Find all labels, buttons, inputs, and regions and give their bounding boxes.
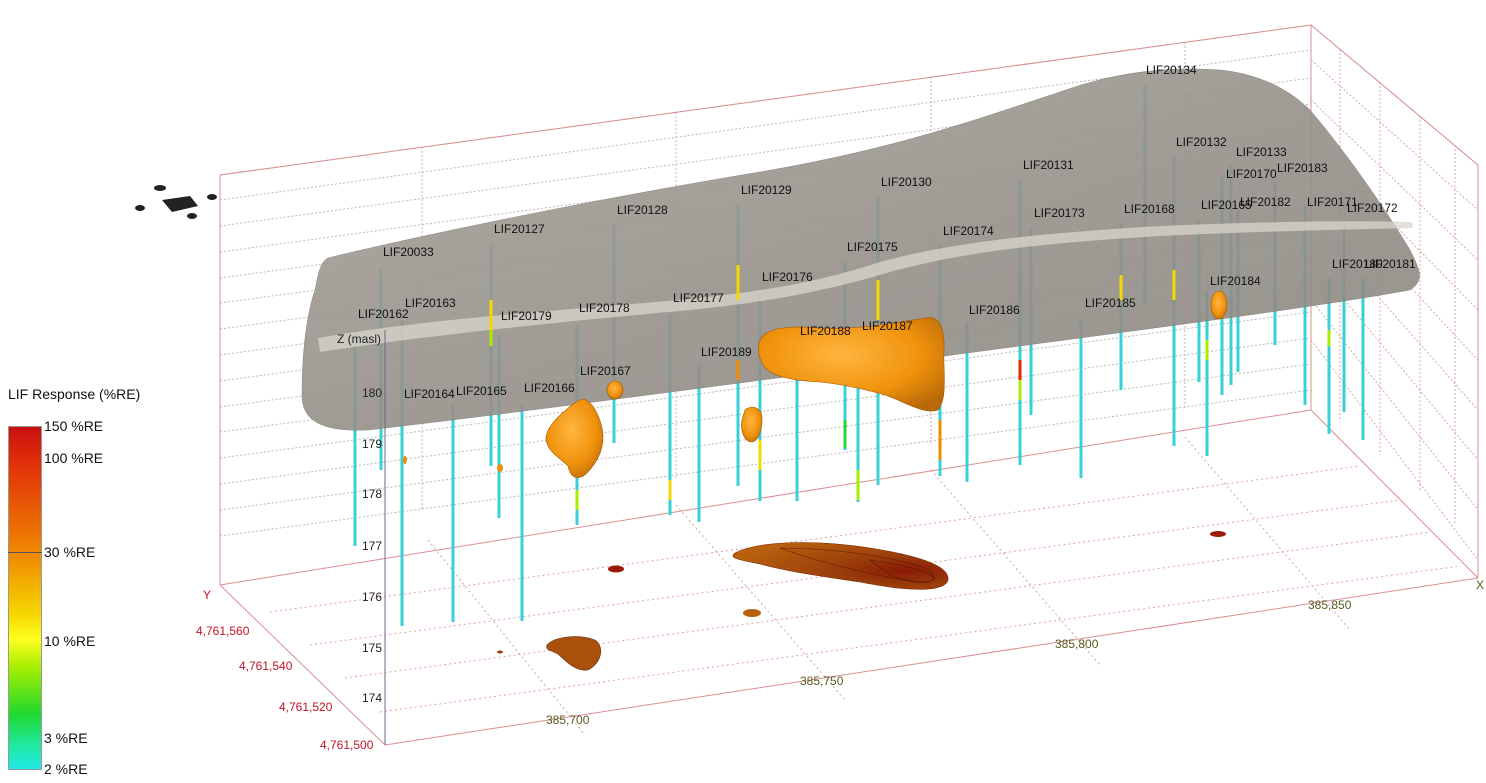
- x-tick-label: 385,850: [1308, 598, 1352, 612]
- y-tick-label: 4,761,540: [239, 659, 293, 673]
- plume-small-2: [607, 381, 623, 399]
- y-tick-label: 4,761,560: [196, 624, 250, 638]
- borehole-label: LIF20128: [617, 203, 668, 217]
- borehole-label: LIF20170: [1226, 167, 1277, 181]
- borehole-label: LIF20188: [800, 324, 851, 338]
- borehole-label: LIF20167: [580, 364, 631, 378]
- legend-tick-line: [8, 552, 42, 553]
- floor-spot-4: [497, 651, 503, 654]
- borehole-label: LIF20174: [943, 224, 994, 238]
- z-tick-label: 179: [362, 437, 382, 451]
- borehole-label: LIF20130: [881, 175, 932, 189]
- borehole-label: LIF20185: [1085, 296, 1136, 310]
- borehole-label: LIF20163: [405, 296, 456, 310]
- borehole-label: LIF20176: [762, 270, 813, 284]
- borehole-label: LIF20173: [1034, 206, 1085, 220]
- z-axis-title: Z (masl): [337, 332, 381, 346]
- y-axis: Y 4,761,560 4,761,540 4,761,520 4,761,50…: [196, 588, 374, 752]
- borehole-label: LIF20134: [1146, 63, 1197, 77]
- z-tick-label: 178: [362, 487, 382, 501]
- floor-spot-2: [743, 609, 761, 617]
- floor-spot-1: [608, 566, 624, 573]
- legend-tick-label: 2 %RE: [44, 761, 88, 777]
- borehole-label: LIF20181: [1365, 257, 1416, 271]
- legend-tick-label: 100 %RE: [44, 450, 103, 466]
- x-axis: X 385,700 385,750 385,800 385,850: [546, 578, 1484, 727]
- orientation-marker: [135, 185, 217, 219]
- borehole-label: LIF20168: [1124, 202, 1175, 216]
- borehole-label: LIF20133: [1236, 145, 1287, 159]
- y-axis-title: Y: [203, 588, 211, 602]
- borehole-label: LIF20183: [1277, 161, 1328, 175]
- x-tick-label: 385,800: [1055, 637, 1099, 651]
- borehole-label: LIF20186: [969, 303, 1020, 317]
- legend-tick-label: 10 %RE: [44, 633, 95, 649]
- borehole-label: LIF20166: [524, 381, 575, 395]
- borehole-label: LIF20178: [579, 301, 630, 315]
- borehole-label: LIF20172: [1347, 201, 1398, 215]
- z-tick-label: 175: [362, 641, 382, 655]
- borehole-label: LIF20129: [741, 183, 792, 197]
- borehole-label: LIF20164: [404, 387, 455, 401]
- borehole-label: LIF20187: [862, 319, 913, 333]
- borehole-label: LIF20131: [1023, 158, 1074, 172]
- legend-tick-label: 30 %RE: [44, 544, 95, 560]
- x-axis-title: X: [1476, 578, 1484, 592]
- borehole-label: LIF20179: [501, 309, 552, 323]
- borehole-label: LIF20175: [847, 240, 898, 254]
- borehole-label: LIF20165: [456, 384, 507, 398]
- borehole-label: LIF20177: [673, 291, 724, 305]
- borehole-label: LIF20132: [1176, 135, 1227, 149]
- legend-color-bar: [8, 426, 42, 770]
- floor-projections: [497, 531, 1226, 670]
- z-tick-label: 176: [362, 590, 382, 604]
- borehole-label: LIF20184: [1210, 274, 1261, 288]
- y-tick-label: 4,761,520: [279, 700, 333, 714]
- plume-small-5: [403, 456, 407, 464]
- legend-tick-label: 3 %RE: [44, 730, 88, 746]
- borehole-label: LIF20162: [358, 307, 409, 321]
- borehole-label: LIF20189: [701, 345, 752, 359]
- plume-main: [758, 317, 944, 411]
- floor-spot-3: [1210, 531, 1226, 537]
- y-tick-label: 4,761,500: [320, 738, 374, 752]
- x-tick-label: 385,700: [546, 713, 590, 727]
- borehole-label: LIF20182: [1240, 195, 1291, 209]
- borehole-label: LIF20127: [494, 222, 545, 236]
- x-tick-label: 385,750: [800, 674, 844, 688]
- z-tick-label: 174: [362, 691, 382, 705]
- plume-left: [546, 399, 603, 477]
- legend-tick-label: 150 %RE: [44, 418, 103, 434]
- plume-small-3: [1211, 291, 1227, 319]
- plume-small-4: [497, 464, 503, 472]
- borehole-label: LIF20033: [383, 245, 434, 259]
- z-tick-label: 177: [362, 539, 382, 553]
- z-tick-label: 180: [362, 386, 382, 400]
- floor-plume-left: [547, 637, 601, 671]
- legend-title: LIF Response (%RE): [8, 386, 140, 402]
